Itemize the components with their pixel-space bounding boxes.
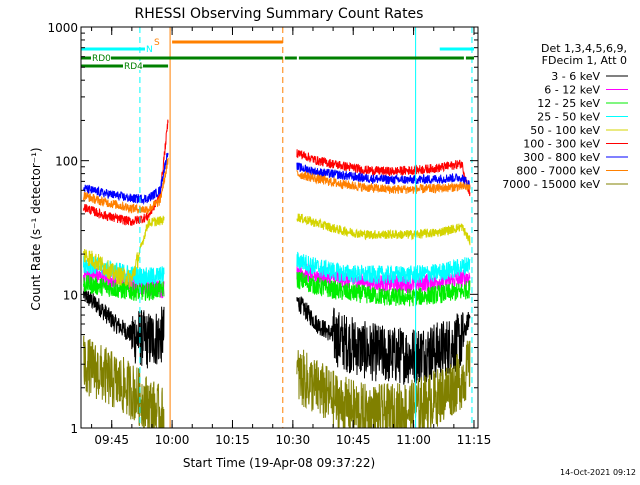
flag-rd0-label-bg bbox=[91, 53, 111, 62]
series-1-segment-2 bbox=[296, 296, 471, 385]
x-tick-label-2: 10:00 bbox=[155, 433, 190, 447]
x-tick-label-4: 10:30 bbox=[276, 433, 311, 447]
series-8 bbox=[83, 157, 471, 215]
series-5 bbox=[83, 213, 471, 288]
x-axis-label: Start Time (19-Apr-08 09:37:22) bbox=[183, 456, 375, 470]
x-tick-label-1: 09:45 bbox=[94, 433, 129, 447]
series-1-segment-1 bbox=[83, 285, 165, 369]
x-tick-label-6: 11:00 bbox=[396, 433, 431, 447]
series-layer bbox=[83, 119, 471, 428]
legend-label-8: 800 - 7000 keV bbox=[516, 165, 600, 178]
y-tick-label-1: 1 bbox=[70, 422, 78, 436]
flag-rd4: RD4 bbox=[81, 61, 169, 72]
series-5-segment-1 bbox=[83, 215, 165, 288]
flag-rd0-label: RD0 bbox=[92, 54, 111, 64]
series-9-segment-2 bbox=[296, 340, 471, 428]
y-tick-label-2: 10 bbox=[63, 288, 78, 302]
series-7 bbox=[83, 152, 471, 206]
flag-s-label: S bbox=[154, 38, 160, 48]
series-8-segment-2 bbox=[296, 170, 471, 194]
series-6-segment-1 bbox=[83, 119, 169, 226]
footer-timestamp: 14-Oct-2021 09:12 bbox=[560, 468, 636, 477]
legend: Det 1,3,4,5,6,9,FDecim 1, Att 0 3 - 6 keV… bbox=[502, 42, 628, 191]
legend-header-line-1: Det 1,3,4,5,6,9, bbox=[541, 42, 627, 55]
series-5-segment-2 bbox=[296, 213, 471, 246]
x-tick-label-5: 10:45 bbox=[336, 433, 371, 447]
series-8-segment-1 bbox=[83, 157, 169, 215]
y-axis-label: Count Rate (s⁻¹ detector⁻¹) bbox=[29, 147, 43, 310]
flag-s-label-bg bbox=[153, 37, 161, 46]
flag-rd4-label: RD4 bbox=[124, 62, 143, 72]
legend-label-3: 12 - 25 keV bbox=[537, 97, 600, 110]
series-7-segment-1 bbox=[83, 152, 169, 206]
series-4-segment-2 bbox=[296, 251, 471, 285]
flag-s: S bbox=[153, 37, 283, 48]
flag-rd0: RD0 bbox=[81, 53, 474, 64]
legend-label-7: 300 - 800 keV bbox=[523, 151, 600, 164]
legend-label-6: 100 - 300 keV bbox=[523, 138, 600, 151]
series-1 bbox=[83, 285, 471, 385]
series-3-segment-2 bbox=[296, 271, 471, 307]
series-9 bbox=[83, 335, 471, 428]
markers-layer bbox=[139, 27, 473, 428]
legend-label-2: 6 - 12 keV bbox=[544, 84, 600, 97]
legend-header-line-2: FDecim 1, Att 0 bbox=[542, 54, 627, 67]
legend-label-9: 7000 - 15000 keV bbox=[502, 178, 600, 191]
y-tick-label-4: 1000 bbox=[47, 21, 78, 35]
x-tick-label-7: 11:15 bbox=[457, 433, 492, 447]
plot-frame bbox=[80, 26, 479, 429]
y-tick-label-3: 100 bbox=[55, 155, 78, 169]
flag-n-label: N bbox=[146, 45, 153, 55]
series-6 bbox=[83, 119, 471, 226]
series-9-segment-1 bbox=[83, 335, 165, 428]
flag-rd4-label-bg bbox=[123, 61, 143, 70]
flag-n: N bbox=[81, 44, 474, 55]
legend-label-5: 50 - 100 keV bbox=[530, 124, 600, 137]
legend-label-1: 3 - 6 keV bbox=[551, 70, 600, 83]
legend-label-4: 25 - 50 keV bbox=[537, 111, 600, 124]
axes-layer: 09:45 10:00 10:15 10:30 10:45 11:00 11:15 1 10 10… bbox=[47, 21, 491, 447]
chart-title: RHESSI Observing Summary Count Rates bbox=[135, 6, 424, 22]
x-tick-label-3: 10:15 bbox=[215, 433, 250, 447]
flag-n-label-bg bbox=[145, 44, 153, 53]
series-7-segment-2 bbox=[296, 162, 471, 189]
series-6-segment-2 bbox=[296, 149, 471, 197]
